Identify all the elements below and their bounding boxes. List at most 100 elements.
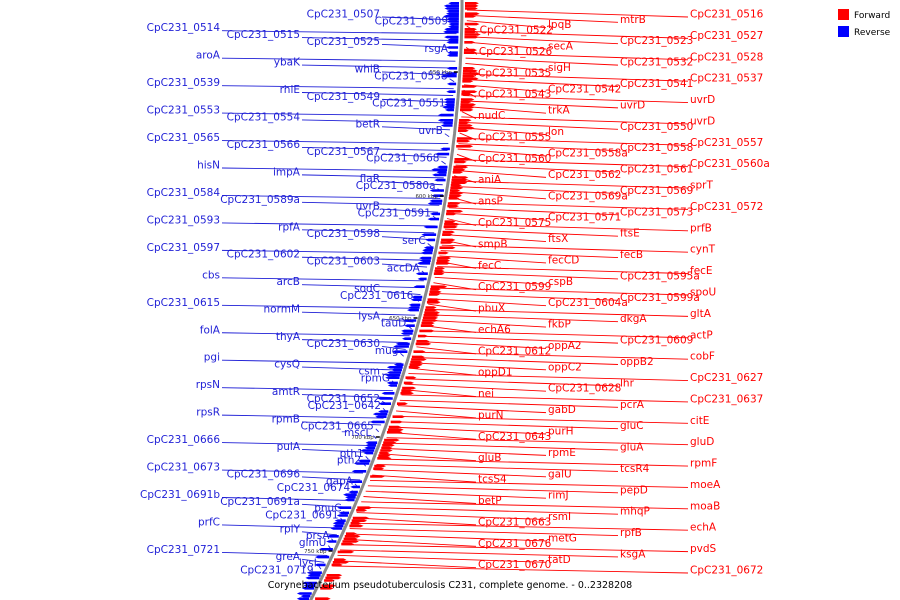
forward-gene-label: trkA: [548, 105, 571, 117]
forward-feature: [377, 457, 392, 460]
forward-gene-label: uvrD: [690, 115, 715, 127]
forward-feature: [420, 324, 435, 327]
forward-gene-label: CpC231_0557: [690, 137, 763, 149]
leader-line: [339, 549, 619, 558]
forward-feature: [450, 186, 464, 190]
reverse-feature: [444, 28, 459, 31]
reverse-feature: [446, 46, 459, 49]
leader-line: [457, 148, 547, 157]
leader-line: [301, 174, 444, 179]
forward-gene-label: rsmI: [548, 511, 571, 523]
forward-feature: [357, 506, 373, 509]
forward-gene-label: CpC231_0527: [690, 30, 763, 42]
reverse-gene-label: cbs: [202, 269, 220, 281]
forward-gene-label: ksgA: [620, 548, 646, 560]
forward-feature: [464, 30, 478, 34]
forward-gene-label: cobF: [690, 351, 715, 363]
reverse-feature: [429, 189, 444, 192]
reverse-gene-label: CpC231_0538: [374, 70, 447, 82]
reverse-gene-label: impA: [273, 166, 301, 178]
leader-line: [390, 426, 547, 435]
forward-feature: [422, 316, 439, 320]
leader-line: [463, 95, 689, 103]
reverse-feature: [345, 496, 356, 499]
reverse-gene-label: glmU: [299, 537, 327, 549]
forward-gene-label: pepD: [620, 484, 648, 496]
leader-line: [301, 421, 382, 426]
reverse-feature: [296, 597, 310, 600]
reverse-feature: [437, 119, 454, 122]
leader-line: [435, 271, 619, 280]
reverse-feature: [446, 54, 458, 57]
leader-line: [381, 181, 443, 186]
forward-gene-label: CpC231_0575: [478, 217, 551, 229]
reverse-gene-label: aroA: [196, 50, 221, 62]
forward-feature: [390, 420, 403, 424]
forward-gene-label: secA: [548, 41, 574, 53]
forward-gene-label: tatD: [548, 554, 571, 566]
forward-feature: [464, 22, 480, 26]
reverse-gene-label: greA: [276, 551, 301, 563]
forward-feature: [454, 158, 471, 161]
forward-gene-label: fecE: [690, 265, 713, 277]
reverse-gene-label: prfC: [198, 516, 220, 528]
forward-feature: [341, 542, 355, 546]
forward-feature: [463, 48, 478, 52]
forward-feature: [454, 160, 467, 164]
forward-gene-label: CpC231_0672: [690, 565, 763, 577]
leader-line: [349, 528, 619, 537]
reverse-feature: [422, 249, 433, 252]
leader-line: [358, 506, 619, 515]
forward-feature: [388, 425, 402, 429]
leader-line: [418, 341, 547, 349]
leader-line: [356, 512, 547, 520]
leader-line: [458, 137, 689, 146]
reverse-gene-label: CpC231_0674: [277, 482, 351, 494]
forward-gene-label: CpC231_0573: [620, 206, 693, 218]
reverse-gene-label: CpC231_0665: [300, 420, 373, 432]
reverse-gene-label: whiB: [355, 63, 380, 75]
reverse-gene-label: normM: [264, 304, 301, 316]
forward-feature: [451, 181, 468, 184]
leader-line: [334, 560, 477, 569]
leader-line: [221, 140, 449, 145]
leader-line: [381, 126, 450, 131]
leader-line: [221, 414, 384, 419]
forward-gene-label: CpC231_0569: [620, 185, 693, 197]
leader-line: [337, 554, 547, 563]
reverse-feature: [386, 366, 403, 369]
reverse-feature: [307, 574, 321, 577]
forward-feature: [464, 7, 478, 10]
reverse-feature: [338, 511, 350, 515]
forward-feature: [443, 225, 458, 229]
forward-feature: [350, 522, 362, 525]
leader-line: [404, 383, 547, 392]
leader-line: [378, 458, 689, 467]
reverse-gene-label: prsA: [306, 530, 330, 542]
reverse-feature: [438, 113, 454, 117]
forward-feature: [462, 74, 476, 78]
reverse-gene-label: CpC231_0691a: [220, 496, 300, 508]
reverse-feature: [440, 124, 453, 127]
leader-line: [221, 497, 352, 501]
forward-gene-label: aniA: [478, 174, 502, 186]
forward-gene-label: CpC231_0572: [690, 201, 763, 213]
forward-gene-label: CpC231_0627: [690, 372, 763, 384]
forward-gene-label: galU: [548, 468, 572, 480]
reverse-feature: [446, 82, 457, 86]
reverse-feature: [330, 527, 343, 530]
forward-feature: [464, 35, 479, 39]
forward-feature: [415, 342, 432, 346]
forward-feature: [429, 290, 442, 294]
leader-line: [432, 287, 689, 296]
reverse-gene-label: sodC: [354, 283, 380, 295]
leader-line: [352, 522, 689, 531]
leader-line: [463, 84, 547, 93]
leader-line: [221, 551, 328, 556]
leader-line: [221, 112, 452, 117]
leader-line: [381, 153, 447, 158]
leader-line: [363, 496, 477, 504]
reverse-feature: [314, 563, 326, 567]
leader-line: [449, 202, 689, 210]
forward-gene-label: uvrD: [620, 99, 645, 111]
